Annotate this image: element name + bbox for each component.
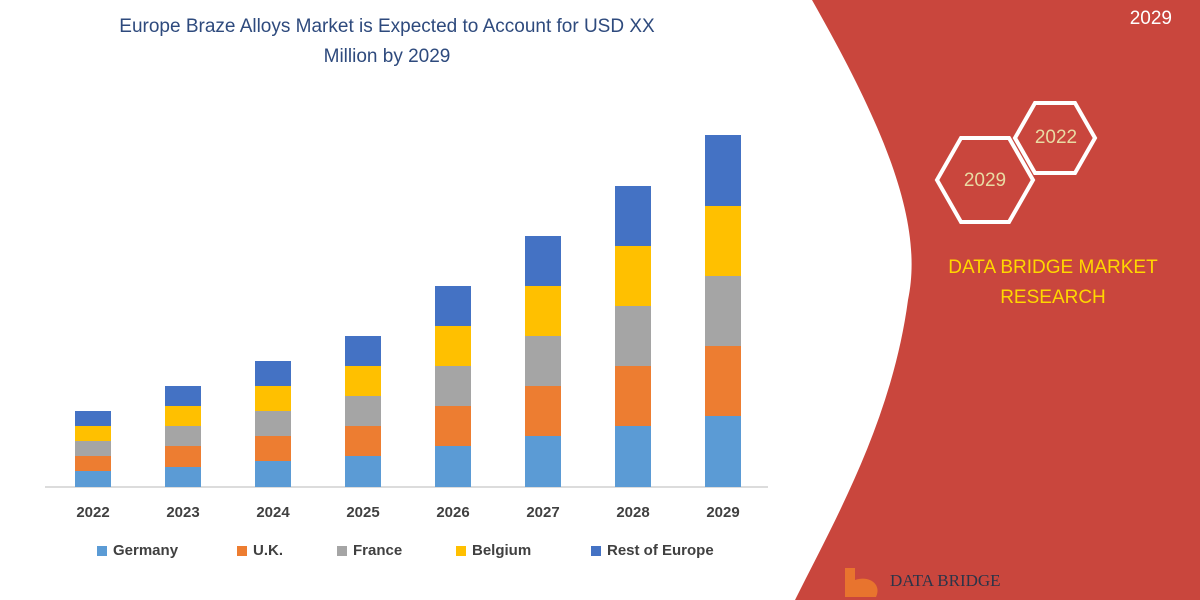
legend-label: Belgium bbox=[472, 542, 531, 559]
bar-segment bbox=[615, 186, 651, 246]
bar-segment bbox=[165, 446, 201, 467]
x-tick-label: 2027 bbox=[526, 504, 559, 521]
x-tick-label: 2024 bbox=[256, 504, 290, 521]
x-tick-label: 2026 bbox=[436, 504, 469, 521]
bar-segment bbox=[75, 441, 111, 456]
bar-segment bbox=[165, 406, 201, 426]
bar-segment bbox=[345, 396, 381, 426]
bar-segment bbox=[525, 286, 561, 336]
bar-segment bbox=[435, 326, 471, 366]
bar-segment bbox=[525, 436, 561, 487]
bar-segment bbox=[255, 461, 291, 487]
legend-swatch bbox=[237, 546, 247, 556]
x-tick-label: 2029 bbox=[706, 504, 739, 521]
corner-year: 2029 bbox=[1130, 8, 1172, 29]
bar-segment bbox=[705, 346, 741, 416]
legend-label: Germany bbox=[113, 542, 179, 559]
bar-segment bbox=[705, 135, 741, 206]
legend-swatch bbox=[591, 546, 601, 556]
x-tick-label: 2023 bbox=[166, 504, 199, 521]
bar-segment bbox=[705, 276, 741, 346]
brand-text: RESEARCH bbox=[1000, 287, 1106, 308]
bar-segment bbox=[345, 366, 381, 396]
bar-segment bbox=[345, 426, 381, 456]
x-tick-label: 2022 bbox=[76, 504, 109, 521]
bar-segment bbox=[435, 446, 471, 487]
chart-title: Europe Braze Alloys Market is Expected t… bbox=[119, 16, 655, 37]
logo-text: DATA BRIDGE bbox=[890, 571, 1001, 590]
chart-title: Million by 2029 bbox=[324, 46, 451, 67]
bar-segment bbox=[165, 386, 201, 406]
hexagon bbox=[1012, 101, 1098, 175]
red-panel bbox=[795, 0, 1200, 600]
bar-segment bbox=[615, 306, 651, 366]
bar-segment bbox=[345, 336, 381, 366]
bar-segment bbox=[75, 456, 111, 471]
bar-segment bbox=[525, 386, 561, 436]
logo-icon bbox=[845, 568, 878, 597]
legend-swatch bbox=[337, 546, 347, 556]
bar-segment bbox=[255, 411, 291, 436]
legend-swatch bbox=[456, 546, 466, 556]
bar-segment bbox=[75, 411, 111, 426]
legend-label: U.K. bbox=[253, 542, 283, 559]
bar-segment bbox=[615, 246, 651, 306]
bar-segment bbox=[255, 386, 291, 411]
bar-segment bbox=[255, 361, 291, 386]
legend-label: France bbox=[353, 542, 402, 559]
brand-text: DATA BRIDGE MARKET bbox=[948, 257, 1158, 278]
legend-swatch bbox=[97, 546, 107, 556]
bar-segment bbox=[345, 456, 381, 487]
bar-segment bbox=[525, 336, 561, 386]
bar-segment bbox=[705, 206, 741, 276]
bar-segment bbox=[255, 436, 291, 461]
bar-segment bbox=[615, 426, 651, 487]
x-tick-label: 2028 bbox=[616, 504, 649, 521]
bar-segment bbox=[615, 366, 651, 426]
bar-segment bbox=[705, 416, 741, 487]
x-tick-label: 2025 bbox=[346, 504, 379, 521]
bar-segment bbox=[435, 366, 471, 406]
bar-segment bbox=[435, 286, 471, 326]
bar-segment bbox=[435, 406, 471, 446]
hexagon bbox=[934, 136, 1036, 224]
bar-segment bbox=[525, 236, 561, 286]
legend-label: Rest of Europe bbox=[607, 542, 714, 559]
bar-segment bbox=[75, 426, 111, 441]
bar-segment bbox=[165, 426, 201, 446]
bar-segment bbox=[165, 467, 201, 487]
bar-segment bbox=[75, 471, 111, 487]
hex-year: 2029 bbox=[964, 170, 1006, 191]
hex-year: 2022 bbox=[1035, 127, 1077, 148]
